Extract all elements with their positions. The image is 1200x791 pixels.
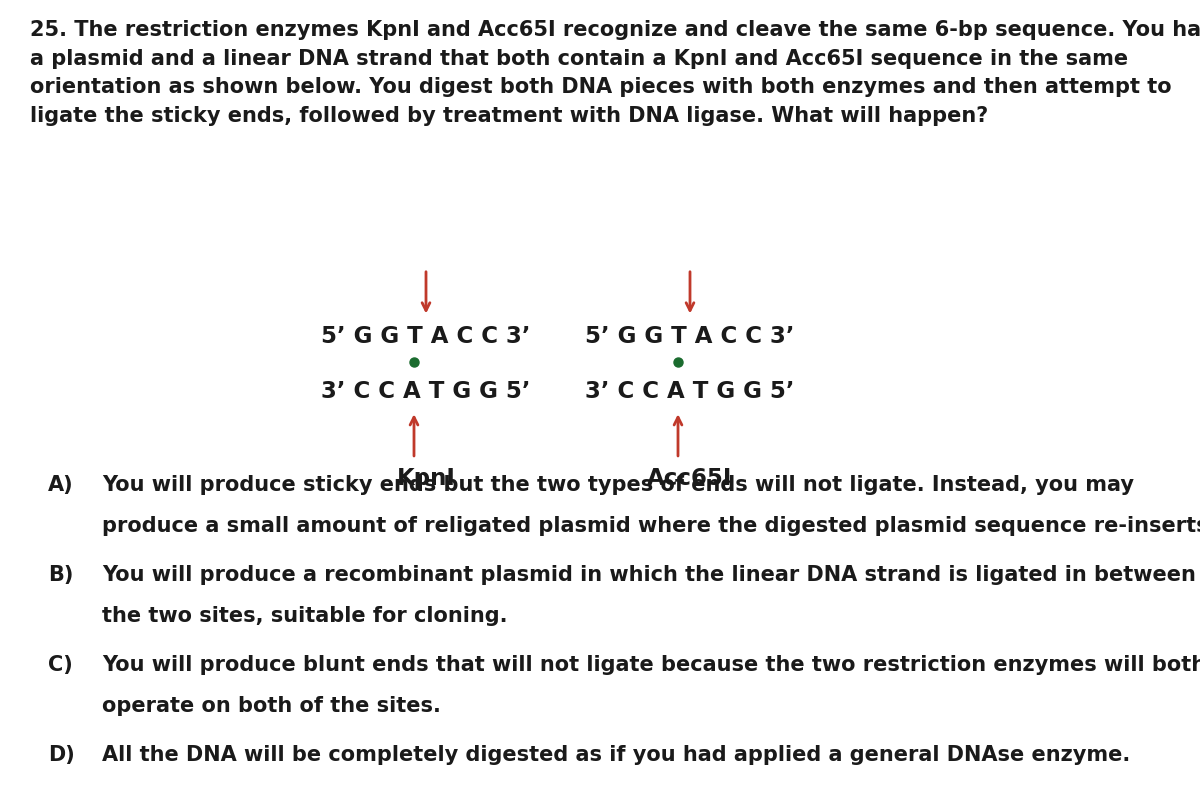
Text: 5’ G G T A C C 3’: 5’ G G T A C C 3’ xyxy=(322,324,530,348)
Text: 3’ C C A T G G 5’: 3’ C C A T G G 5’ xyxy=(322,380,530,403)
Text: You will produce blunt ends that will not ligate because the two restriction enz: You will produce blunt ends that will no… xyxy=(102,655,1200,675)
Text: You will produce a recombinant plasmid in which the linear DNA strand is ligated: You will produce a recombinant plasmid i… xyxy=(102,565,1196,585)
Text: the two sites, suitable for cloning.: the two sites, suitable for cloning. xyxy=(102,606,508,626)
Text: 5’ G G T A C C 3’: 5’ G G T A C C 3’ xyxy=(586,324,794,348)
Text: produce a small amount of religated plasmid where the digested plasmid sequence : produce a small amount of religated plas… xyxy=(102,516,1200,536)
Text: All the DNA will be completely digested as if you had applied a general DNAse en: All the DNA will be completely digested … xyxy=(102,745,1130,765)
Text: D): D) xyxy=(48,745,74,765)
Text: operate on both of the sites.: operate on both of the sites. xyxy=(102,696,440,716)
Text: A): A) xyxy=(48,475,73,494)
Text: B): B) xyxy=(48,565,73,585)
Text: You will produce sticky ends but the two types of ends will not ligate. Instead,: You will produce sticky ends but the two… xyxy=(102,475,1134,494)
Text: 3’ C C A T G G 5’: 3’ C C A T G G 5’ xyxy=(586,380,794,403)
Text: C): C) xyxy=(48,655,73,675)
Text: Acc65I: Acc65I xyxy=(647,467,733,490)
Text: KpnI: KpnI xyxy=(396,467,456,490)
Text: 25. The restriction enzymes KpnI and Acc65I recognize and cleave the same 6-bp s: 25. The restriction enzymes KpnI and Acc… xyxy=(30,20,1200,127)
